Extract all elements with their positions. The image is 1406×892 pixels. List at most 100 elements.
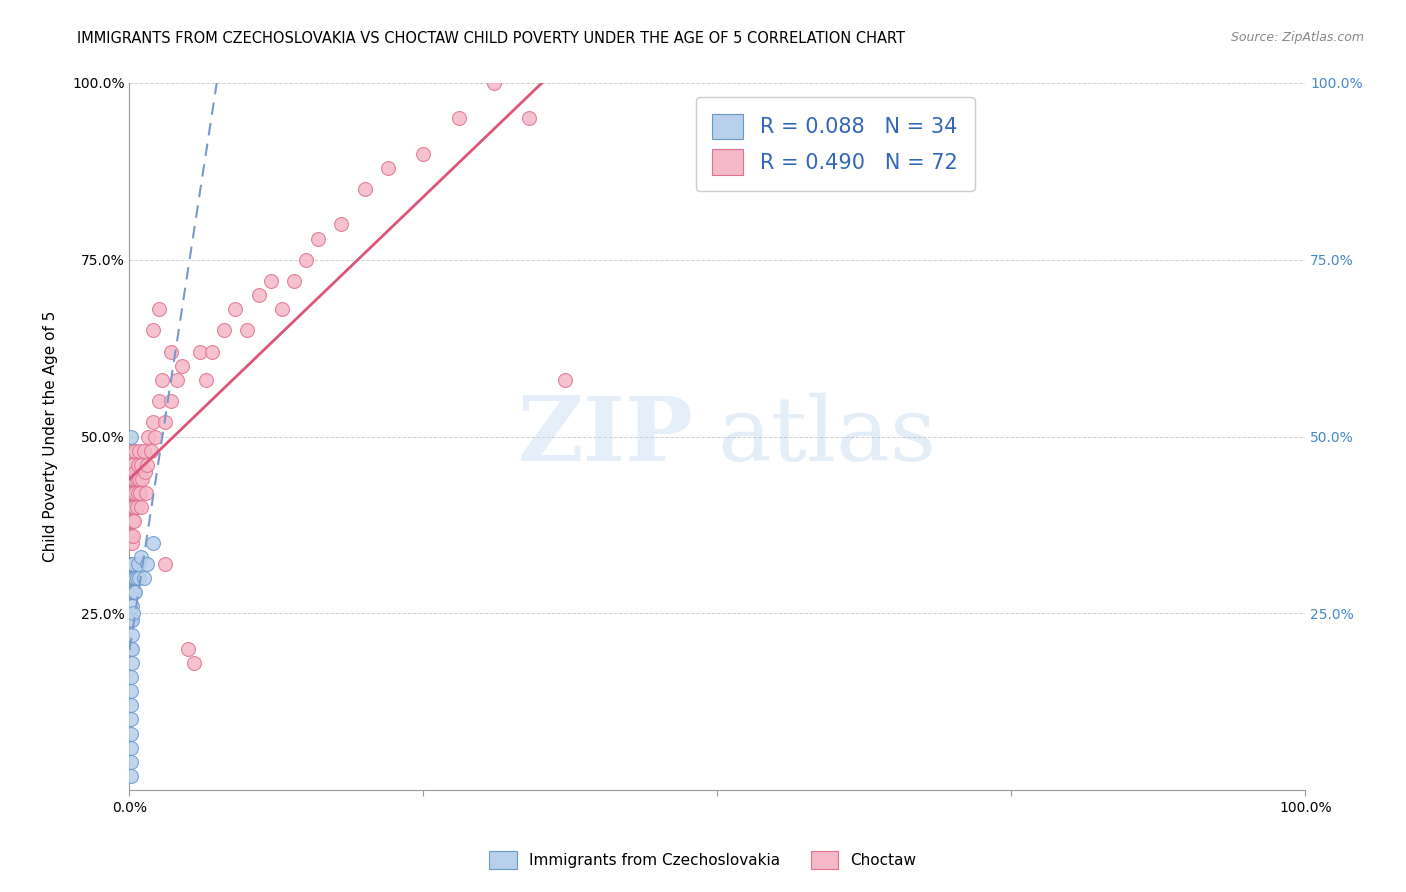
Point: [124, 486, 146, 500]
Point: [125, 472, 148, 486]
Point: [142, 416, 165, 430]
Point: [128, 472, 150, 486]
Point: [295, 252, 318, 267]
Point: [177, 641, 200, 656]
Point: [330, 218, 353, 232]
Point: [135, 486, 157, 500]
Point: [121, 614, 143, 628]
Point: [125, 500, 148, 515]
Point: [120, 557, 142, 571]
Point: [554, 373, 576, 387]
Point: [142, 323, 165, 337]
Point: [120, 698, 142, 713]
Point: [122, 486, 145, 500]
Point: [236, 323, 259, 337]
Point: [120, 684, 142, 698]
Point: [128, 571, 150, 585]
Point: [120, 614, 142, 628]
Point: [122, 515, 145, 529]
Point: [121, 627, 143, 641]
Point: [124, 465, 146, 479]
Point: [121, 557, 143, 571]
Point: [129, 486, 152, 500]
Point: [120, 528, 142, 542]
Point: [124, 585, 146, 599]
Y-axis label: Child Poverty Under the Age of 5: Child Poverty Under the Age of 5: [44, 310, 58, 562]
Point: [120, 429, 142, 443]
Text: Source: ZipAtlas.com: Source: ZipAtlas.com: [1230, 31, 1364, 45]
Point: [122, 528, 145, 542]
Point: [122, 585, 145, 599]
Point: [482, 76, 505, 90]
Point: [194, 373, 217, 387]
Point: [127, 458, 149, 472]
Point: [159, 394, 181, 409]
Point: [201, 344, 224, 359]
Legend: Immigrants from Czechoslovakia, Choctaw: Immigrants from Czechoslovakia, Choctaw: [484, 845, 922, 875]
Point: [412, 146, 434, 161]
Point: [122, 557, 145, 571]
Point: [224, 302, 246, 317]
Point: [152, 373, 174, 387]
Point: [120, 755, 142, 769]
Point: [131, 472, 153, 486]
Point: [148, 302, 170, 317]
Point: [128, 443, 150, 458]
Point: [129, 549, 152, 564]
Point: [153, 416, 176, 430]
Point: [120, 713, 142, 727]
Point: [129, 458, 152, 472]
Point: [271, 302, 294, 317]
Point: [121, 656, 143, 670]
Point: [172, 359, 194, 373]
Text: ZIP: ZIP: [517, 393, 695, 480]
Point: [353, 182, 375, 196]
Point: [121, 599, 143, 614]
Point: [145, 429, 167, 443]
Point: [134, 465, 156, 479]
Point: [120, 769, 142, 783]
Point: [121, 571, 143, 585]
Text: IMMIGRANTS FROM CZECHOSLOVAKIA VS CHOCTAW CHILD POVERTY UNDER THE AGE OF 5 CORRE: IMMIGRANTS FROM CZECHOSLOVAKIA VS CHOCTA…: [77, 31, 905, 46]
Point: [166, 373, 188, 387]
Point: [121, 500, 143, 515]
Point: [153, 557, 176, 571]
Point: [136, 429, 159, 443]
Point: [122, 472, 145, 486]
Point: [307, 231, 329, 245]
Legend: R = 0.088   N = 34, R = 0.490   N = 72: R = 0.088 N = 34, R = 0.490 N = 72: [696, 97, 974, 192]
Point: [259, 274, 281, 288]
Point: [517, 112, 540, 126]
Point: [120, 726, 142, 740]
Point: [121, 641, 143, 656]
Point: [122, 571, 145, 585]
Point: [120, 740, 142, 755]
Point: [122, 458, 145, 472]
Point: [247, 288, 270, 302]
Point: [122, 585, 145, 599]
Point: [122, 500, 145, 515]
Point: [121, 535, 143, 549]
Point: [127, 486, 149, 500]
Point: [129, 500, 152, 515]
Point: [183, 656, 205, 670]
Point: [124, 571, 146, 585]
Point: [132, 571, 155, 585]
Point: [188, 344, 211, 359]
Point: [122, 515, 145, 529]
Point: [159, 344, 181, 359]
Point: [120, 515, 142, 529]
Point: [122, 500, 145, 515]
Point: [120, 670, 142, 684]
Point: [120, 641, 142, 656]
Point: [121, 585, 143, 599]
Point: [121, 465, 143, 479]
Point: [142, 535, 165, 549]
Point: [120, 486, 142, 500]
Point: [136, 458, 159, 472]
Text: atlas: atlas: [717, 392, 936, 480]
Point: [148, 394, 170, 409]
Point: [121, 486, 143, 500]
Point: [212, 323, 235, 337]
Point: [122, 607, 145, 621]
